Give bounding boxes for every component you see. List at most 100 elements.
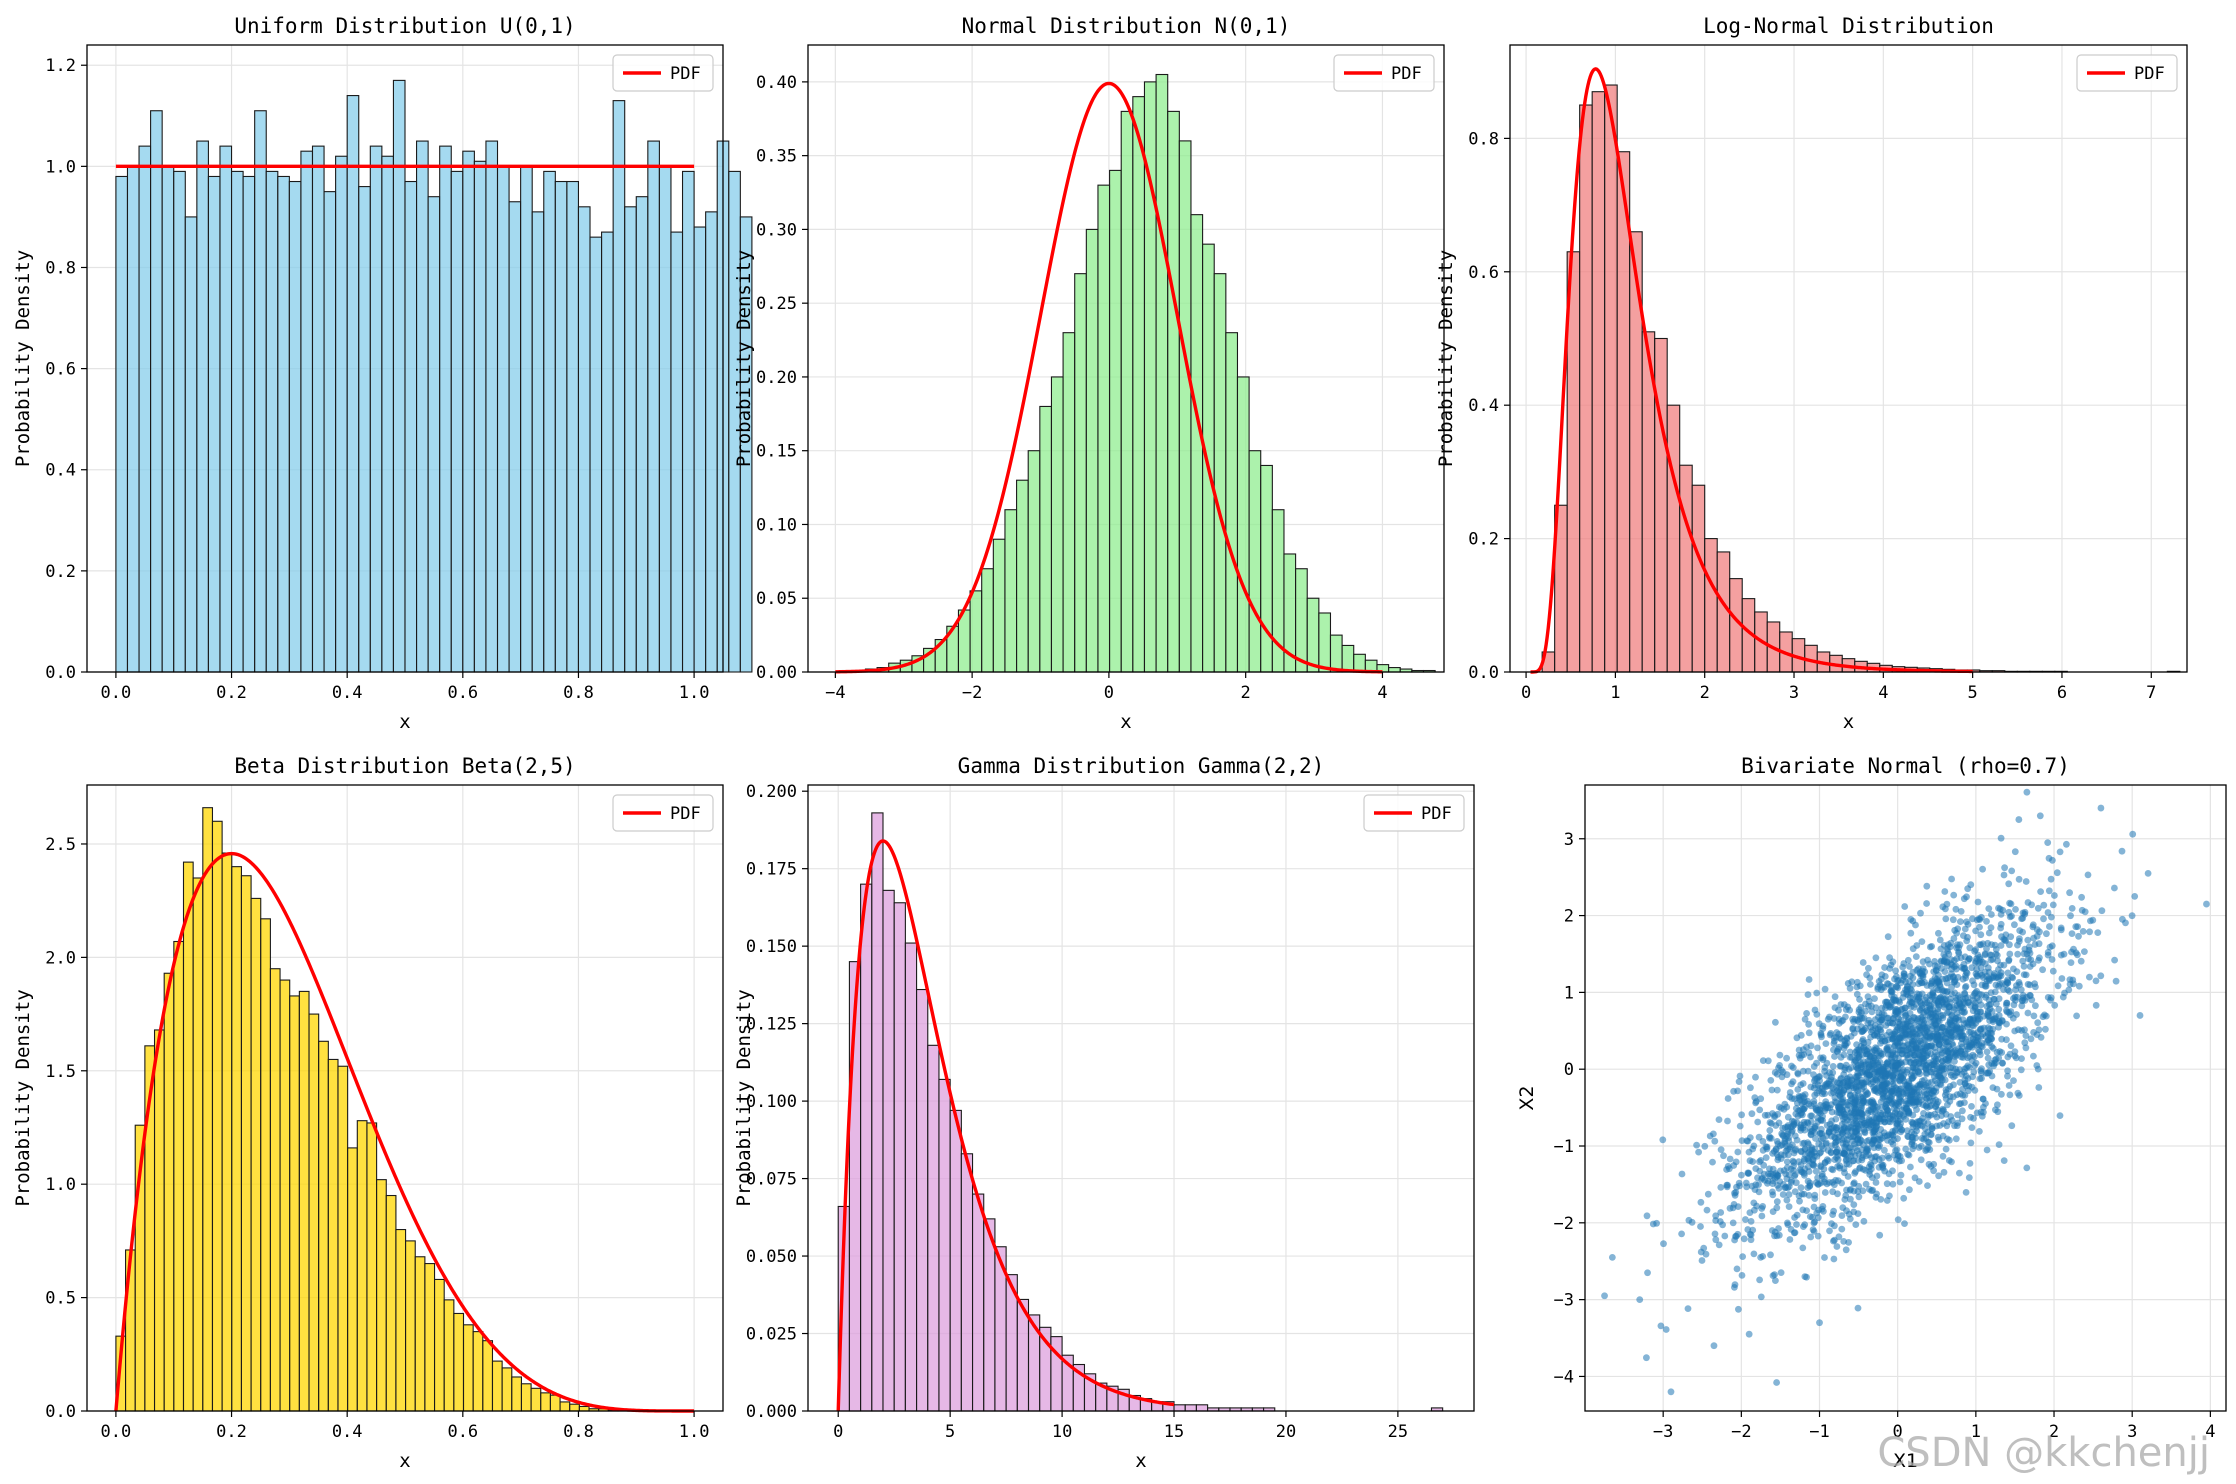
scatter-point — [1858, 1110, 1866, 1118]
histogram-bar — [739, 216, 753, 673]
scatter-point — [2000, 1157, 2008, 1164]
scatter-point — [1814, 1180, 1822, 1188]
y-tick-label: 0.8 — [1468, 129, 1499, 149]
scatter-point — [1759, 1057, 1767, 1064]
scatter-point — [1767, 1134, 1775, 1142]
histogram-bar — [485, 140, 499, 673]
scatter-point — [1812, 1135, 1819, 1142]
histogram-bar — [860, 883, 873, 1412]
scatter-point — [1833, 1029, 1841, 1036]
scatter-point — [1934, 1133, 1942, 1141]
scatter-point — [1972, 959, 1979, 967]
scatter-point — [1608, 1253, 1616, 1261]
scatter-point — [1740, 1235, 1748, 1243]
scatter-point — [1837, 1035, 1845, 1043]
scatter-point — [1886, 1192, 1893, 1200]
histogram-bar — [1132, 96, 1146, 673]
legend: PDF — [2076, 54, 2178, 92]
scatter-point — [1957, 1100, 1965, 1107]
scatter-point — [1909, 945, 1917, 953]
scatter-point — [2015, 816, 2023, 823]
scatter-point — [1909, 1145, 1916, 1153]
scatter-point — [2012, 986, 2019, 993]
histogram-bar — [192, 877, 204, 1412]
scatter-point — [1956, 1000, 1964, 1008]
scatter-point — [1812, 1167, 1820, 1175]
scatter-point — [1744, 1169, 1752, 1177]
scatter-point — [1906, 1058, 1914, 1066]
histogram-bar — [693, 226, 707, 673]
scatter-point — [1762, 1154, 1770, 1161]
scatter-point — [1768, 1086, 1776, 1094]
scatter-point — [1997, 920, 2005, 928]
scatter-point — [1869, 1100, 1877, 1107]
scatter-point — [1962, 1189, 1970, 1196]
scatter-point — [2029, 960, 2037, 968]
scatter-point — [1846, 1054, 1854, 1061]
scatter-point — [1886, 965, 1894, 972]
scatter-point — [1813, 989, 1821, 997]
scatter-point — [1824, 1015, 1832, 1023]
scatter-point — [1942, 915, 1950, 923]
scatter-point — [1918, 1135, 1926, 1142]
scatter-point — [1769, 1272, 1777, 1279]
scatter-point — [1749, 1158, 1757, 1165]
scatter-point — [1846, 1048, 1854, 1056]
scatter-point — [1876, 1231, 1884, 1239]
legend-box — [2076, 54, 2178, 92]
scatter-point — [2014, 950, 2022, 958]
scatter-point — [1738, 1137, 1746, 1144]
histogram-bar — [404, 180, 418, 673]
scatter-point — [1967, 1113, 1974, 1121]
scatter-point — [1798, 1109, 1805, 1117]
scatter-point — [1973, 965, 1980, 973]
scatter-point — [1884, 933, 1892, 941]
scatter-point — [1753, 1202, 1760, 1210]
chart-title: Uniform Distribution U(0,1) — [234, 14, 575, 38]
scatter-point — [2081, 948, 2088, 955]
scatter-point — [1643, 1212, 1651, 1220]
scatter-point — [1702, 1250, 1710, 1258]
scatter-point — [1720, 1152, 1727, 1160]
y-axis-label: Probability Density — [733, 250, 755, 467]
histogram-bar — [219, 145, 233, 673]
scatter-point — [1992, 1059, 2000, 1067]
histogram-bar — [288, 180, 302, 673]
histogram-bar — [511, 1376, 522, 1412]
scatter-point — [1877, 1196, 1885, 1203]
scatter-point — [1976, 1015, 1984, 1023]
scatter-point — [1889, 1051, 1896, 1058]
histogram-bar — [462, 150, 475, 673]
scatter-point — [1858, 1156, 1866, 1164]
x-tick-label: 0.4 — [332, 1422, 363, 1442]
scatter-point — [2081, 908, 2089, 916]
scatter-point — [1752, 1099, 1759, 1107]
scatter-point — [1990, 1015, 1998, 1023]
scatter-point — [1938, 986, 1946, 993]
y-tick-label: 0.8 — [45, 258, 76, 278]
histogram-bar — [1004, 509, 1018, 673]
scatter-point — [1818, 1205, 1826, 1213]
x-tick-label: −4 — [825, 683, 845, 703]
histogram-bar — [1173, 1404, 1186, 1412]
scatter-point — [1887, 987, 1895, 995]
scatter-point — [1988, 911, 1995, 918]
scatter-point — [1840, 1165, 1848, 1173]
x-tick-label: 2 — [2049, 1422, 2059, 1442]
scatter-point — [2077, 957, 2085, 965]
scatter-point — [2087, 917, 2094, 925]
scatter-point — [1657, 1322, 1665, 1330]
scatter-point — [2010, 1077, 2017, 1084]
scatter-point — [2013, 968, 2021, 975]
histogram-bar — [1318, 612, 1332, 673]
scatter-point — [1950, 1033, 1957, 1041]
scatter-point — [1948, 1040, 1956, 1047]
scatter-point — [1915, 1051, 1922, 1059]
histogram-bar — [173, 940, 185, 1412]
scatter-point — [2000, 986, 2007, 993]
panel-bivariate: −3 −2 −1 0 1 2 3 4 −4 −3 −2 −1 0 1 2 3 Bivariate Normal … — [1516, 754, 2227, 1472]
scatter-point — [1803, 1207, 1810, 1214]
scatter-point — [2008, 1122, 2016, 1130]
scatter-point — [1855, 1018, 1862, 1025]
scatter-point — [1896, 999, 1904, 1006]
